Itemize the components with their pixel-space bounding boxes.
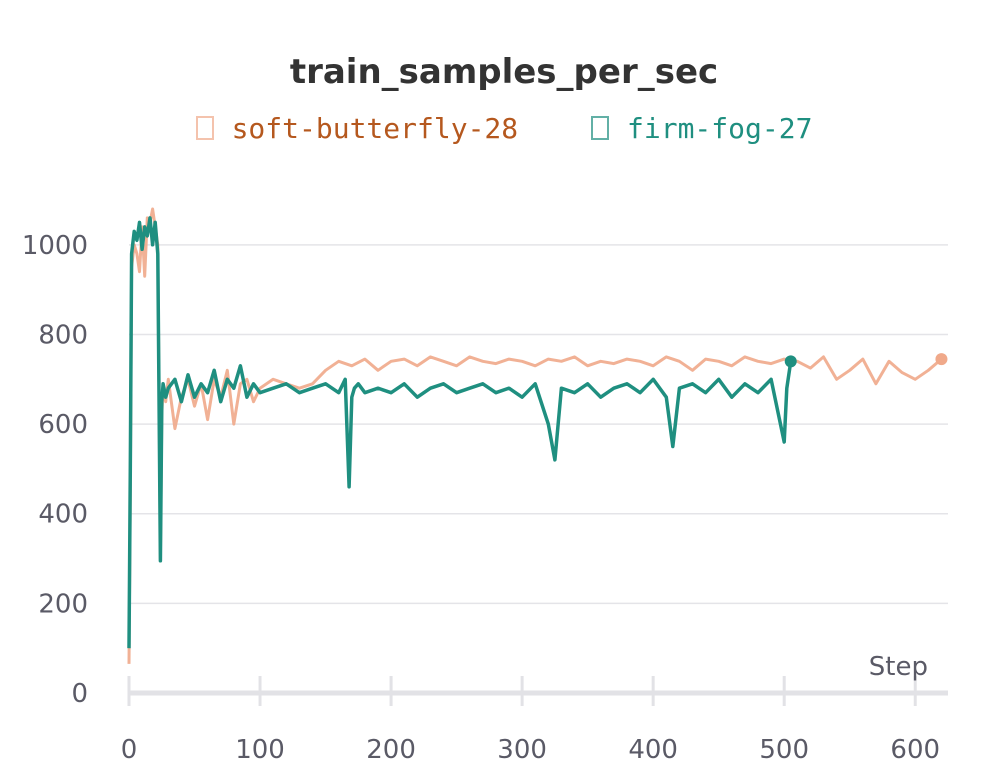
y-tick-label: 1000 <box>22 231 88 261</box>
x-tick-label: 200 <box>366 735 416 765</box>
series-line-soft-butterfly-28 <box>127 207 943 664</box>
chart-title: train_samples_per_sec <box>289 52 719 92</box>
chart-series <box>127 207 948 664</box>
series-endpoint-firm-fog-27 <box>784 355 797 368</box>
legend-label: soft-butterfly-28 <box>231 112 519 145</box>
x-tick-label: 100 <box>235 735 285 765</box>
legend-label: firm-fog-27 <box>627 112 813 145</box>
chart-legend: soft-butterfly-28 firm-fog-27 <box>0 112 1008 145</box>
x-axis: 0 100 200 300 400 500 600 <box>121 676 948 765</box>
y-tick-label: 400 <box>38 500 88 530</box>
x-tick-label: 400 <box>628 735 678 765</box>
y-tick-label: 800 <box>38 320 88 350</box>
series-line-firm-fog-27 <box>127 216 793 649</box>
y-tick-label: 600 <box>38 410 88 440</box>
y-axis: 0 200 400 600 800 1000 <box>22 231 88 709</box>
x-tick-label: 300 <box>497 735 547 765</box>
chart-gridlines <box>129 244 948 605</box>
x-tick-label: 600 <box>890 735 940 765</box>
x-tick-label: 500 <box>759 735 809 765</box>
legend-swatch-icon <box>591 116 609 140</box>
legend-item-firm-fog-27[interactable]: firm-fog-27 <box>591 112 812 145</box>
legend-item-soft-butterfly-28[interactable]: soft-butterfly-28 <box>195 112 519 145</box>
y-tick-label: 200 <box>38 589 88 619</box>
x-axis-title: Step <box>869 652 928 682</box>
x-tick-label: 0 <box>121 735 138 765</box>
series-endpoint-soft-butterfly-28 <box>935 353 948 366</box>
y-tick-label: 0 <box>71 679 88 709</box>
legend-swatch-icon <box>195 116 214 140</box>
